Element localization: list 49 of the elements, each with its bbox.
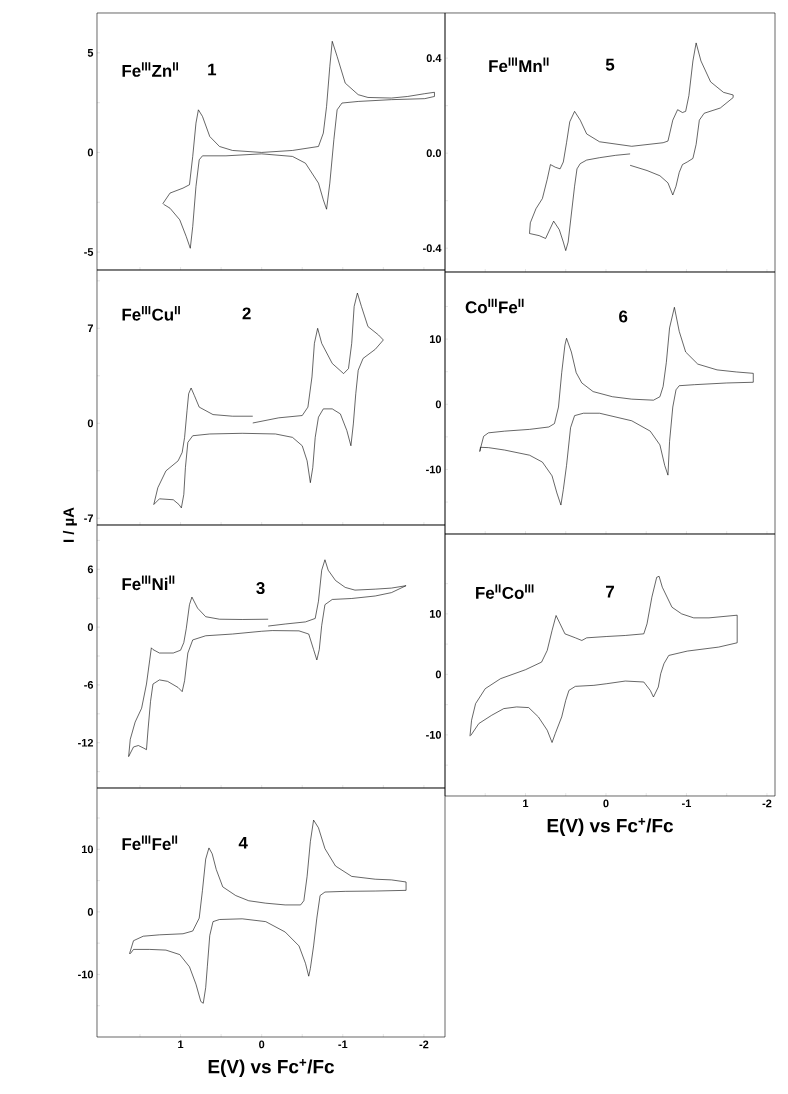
annotation: 7: [606, 585, 614, 598]
y-tick-label: -0.4: [423, 244, 442, 253]
y-tick-label: 5: [87, 49, 94, 57]
annotation: 2: [242, 307, 251, 320]
text: Fe$^{III}$Zn$^{II}$: [122, 62, 179, 77]
annotation: 4: [238, 836, 248, 849]
x-tick-label: 1: [178, 1040, 184, 1049]
y-tick-label: 7: [87, 324, 93, 333]
x-tick-label: 1: [523, 799, 529, 808]
annotation: 1: [208, 63, 217, 76]
y-tick-label: -5: [84, 248, 94, 256]
y-tick-label: 0: [87, 908, 94, 916]
y-tick-label: 0: [435, 400, 442, 409]
y-tick-label: -10: [426, 731, 442, 739]
x-tick-label: -2: [762, 799, 772, 808]
y-tick-label: 10: [81, 845, 94, 854]
annotation: 5: [605, 58, 615, 71]
y-tick-label: 10: [429, 610, 442, 618]
x-tick-label: -1: [682, 799, 692, 808]
text: Co$^{III}$Fe$^{II}$: [465, 298, 524, 314]
text: Fe$^{III}$Mn$^{II}$: [489, 57, 549, 73]
x-axis-title: E(V) vs Fc$^{+}$/Fc: [208, 1059, 334, 1078]
text: Fe$^{III}$Ni$^{II}$: [122, 575, 175, 591]
y-axis-title: I / µA: [62, 507, 77, 542]
line-series: [153, 292, 384, 509]
y-tick-label: 0: [87, 623, 94, 631]
y-tick-label: -6: [84, 681, 94, 689]
y-tick-label: 0.4: [426, 54, 442, 63]
y-tick-label: 0: [435, 670, 442, 679]
y-tick-label: 6: [87, 565, 94, 574]
text: Fe$^{III}$Cu$^{II}$: [122, 306, 180, 321]
y-tick-label: -12: [78, 738, 94, 747]
line-series: [469, 575, 738, 743]
text: Fe$^{III}$Fe$^{II}$: [122, 835, 178, 851]
y-tick-label: 0.0: [426, 149, 442, 158]
x-axis-title: E(V) vs Fc$^{+}$/Fc: [547, 818, 673, 837]
y-tick-label: -10: [78, 970, 94, 979]
x-tick-label: 0: [603, 799, 609, 808]
annotation: 6: [619, 310, 628, 323]
x-tick-label: -1: [338, 1040, 348, 1049]
x-tick-label: -2: [419, 1040, 429, 1049]
y-tick-label: -7: [84, 514, 93, 522]
y-tick-label: 0: [87, 148, 94, 157]
text: Fe$^{II}$Co$^{III}$: [476, 584, 534, 599]
x-tick-label: 0: [259, 1040, 265, 1049]
y-tick-label: 0: [87, 419, 94, 428]
y-tick-label: -10: [426, 465, 442, 474]
annotation: 3: [256, 582, 265, 595]
y-tick-label: 10: [429, 335, 442, 343]
